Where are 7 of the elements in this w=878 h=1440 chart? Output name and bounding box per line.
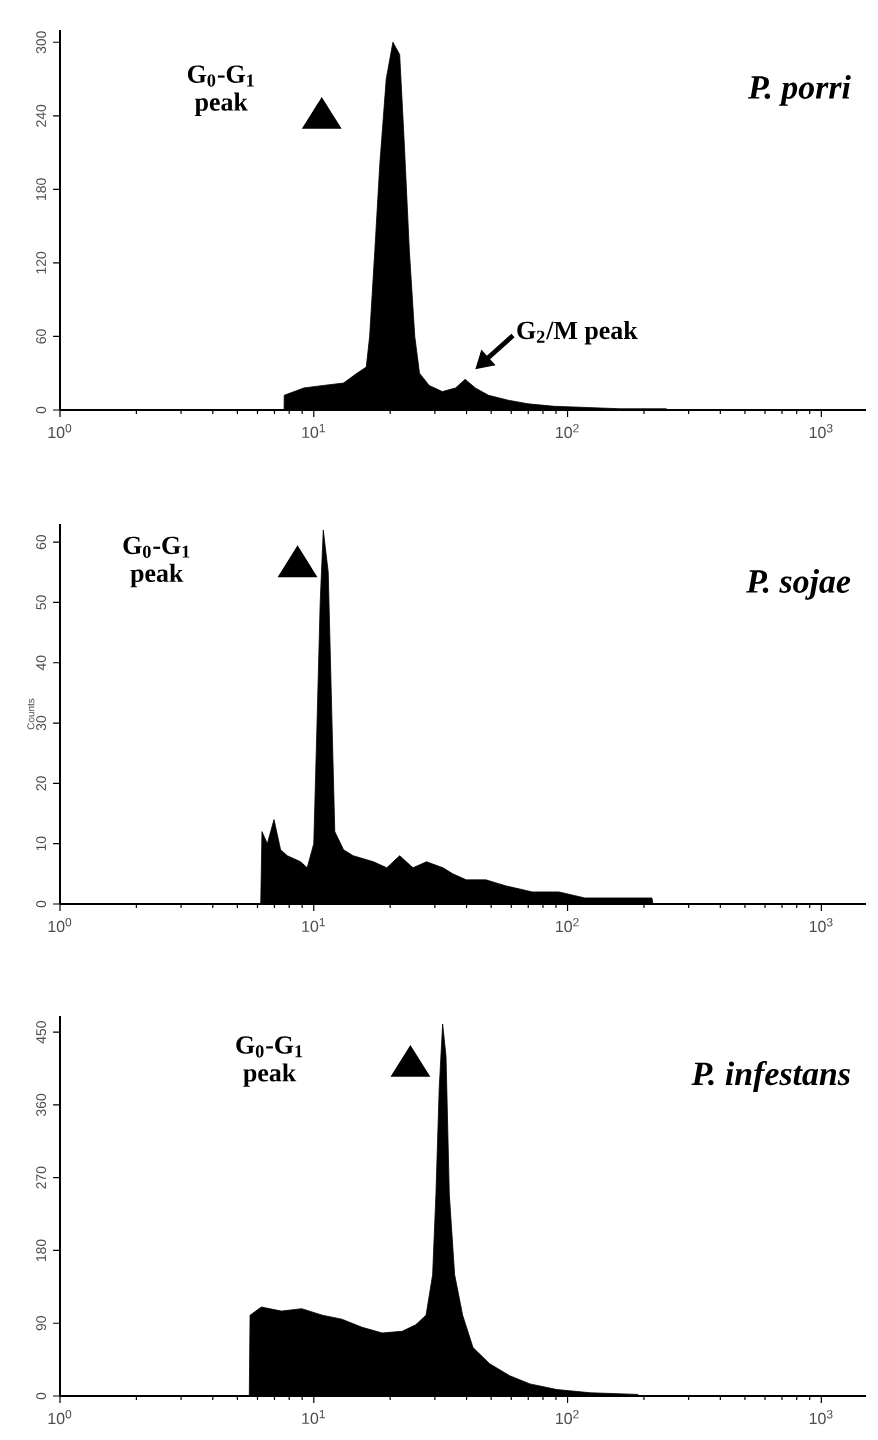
annotation: G$_{0}$-G$_{1}$ peak <box>123 536 190 588</box>
annotation: G$_{0}$-G$_{1}$ peak <box>236 1036 303 1087</box>
text: P. sojae <box>746 569 851 600</box>
text: P. porri <box>747 75 851 106</box>
annotation: G$_{0}$-G$_{1}$ peak <box>187 65 254 117</box>
text: P. infestans <box>691 1061 850 1093</box>
annotation: G$_{2}$/M peak <box>517 320 638 345</box>
